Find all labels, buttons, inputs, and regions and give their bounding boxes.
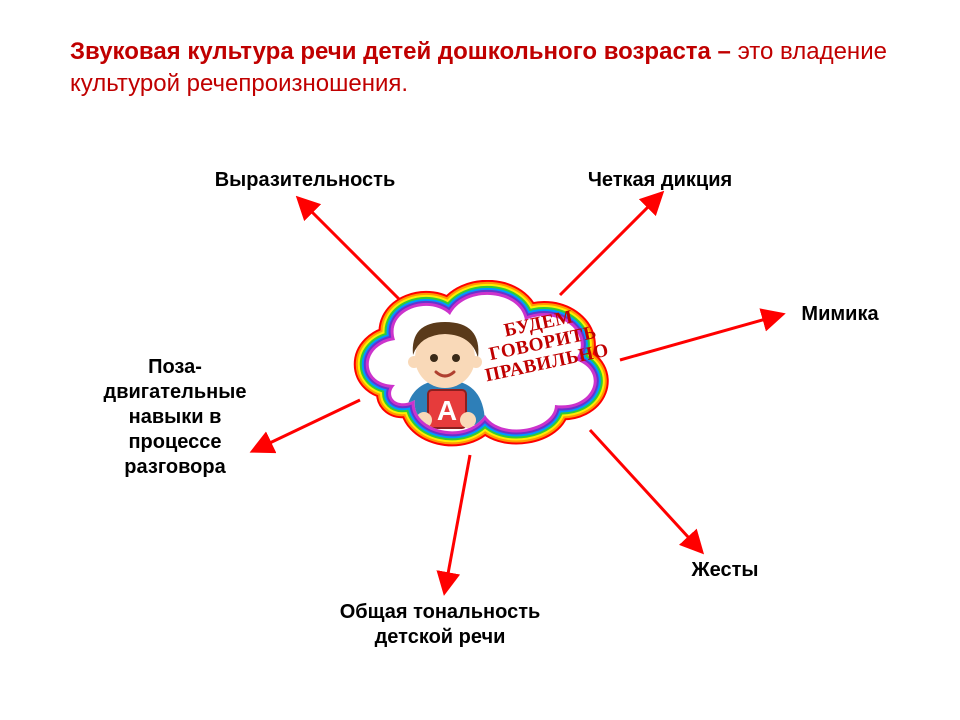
label-top-right: Четкая дикция — [560, 168, 760, 193]
label-left: Поза- двигательные навыки в процессе раз… — [75, 355, 275, 480]
label-top-left: Выразительность — [195, 168, 415, 193]
cube-letter: А — [437, 395, 457, 426]
center-cloud: А БУДЕМ ГОВОРИТЬ ПРАВИЛЬНО — [350, 280, 610, 450]
label-right: Мимика — [780, 302, 900, 327]
title-bold: Звуковая культура речи детей дошкольного… — [70, 38, 731, 65]
arrow-to-right — [620, 315, 780, 360]
diagram-container: А БУДЕМ ГОВОРИТЬ ПРАВИЛЬНО Выразительнос… — [0, 120, 960, 720]
page-title: Звуковая культура речи детей дошкольного… — [70, 36, 890, 101]
label-bottom: Общая тональность детской речи — [300, 600, 580, 650]
arrow-to-bottom — [445, 455, 470, 590]
label-bottom-right: Жесты — [665, 558, 785, 583]
